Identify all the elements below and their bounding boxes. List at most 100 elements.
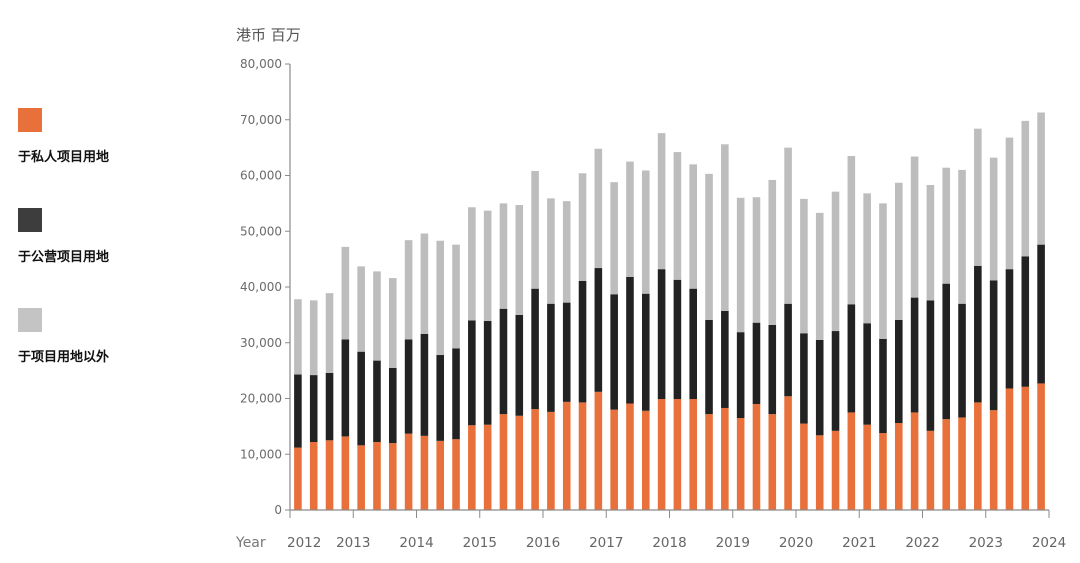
bar-segment-public xyxy=(357,351,365,446)
y-tick-label: 10,000 xyxy=(240,447,282,461)
legend-item-private: 于私人项目用地 xyxy=(18,108,218,208)
bar-segment-private xyxy=(357,445,365,510)
bar-segment-public xyxy=(784,303,792,397)
bar-segment-private xyxy=(958,417,966,510)
bar-segment-public xyxy=(341,339,350,437)
bar-segment-private xyxy=(436,440,445,510)
bar-segment-private xyxy=(468,425,476,510)
bar-segment-outside xyxy=(721,144,729,311)
bar-segment-outside xyxy=(942,167,951,284)
bar-segment-private xyxy=(626,403,634,510)
bar-segment-public xyxy=(815,339,824,436)
bar-segment-outside xyxy=(404,240,413,340)
bar-segment-outside xyxy=(768,179,777,325)
x-tick-label: 2021 xyxy=(842,535,876,551)
bar-segment-public xyxy=(768,324,777,415)
x-axis: 2012 2013 2014 2015 2016 2017 2018 2019 2020 2021… xyxy=(287,509,1066,551)
bar-segment-outside xyxy=(736,197,745,333)
y-tick-label: 30,000 xyxy=(240,336,282,350)
bar-segment-public xyxy=(404,339,413,434)
bar-segment-outside xyxy=(610,182,618,295)
bar-segment-public xyxy=(942,283,951,420)
bar-segment-private xyxy=(768,414,777,510)
bar-segment-private xyxy=(578,402,587,510)
legend-swatch-private xyxy=(18,108,42,132)
bar-segment-public xyxy=(309,375,318,442)
bar-segment-outside xyxy=(515,205,524,315)
legend-item-outside: 于项目用地以外 xyxy=(18,308,218,408)
y-tick-label: 80,000 xyxy=(240,57,282,71)
bar-segment-outside xyxy=(626,161,634,277)
bar-segment-private xyxy=(483,424,492,510)
x-tick-label: 2012 xyxy=(287,535,321,551)
x-tick-label: 2023 xyxy=(969,535,1003,551)
bar-segment-outside xyxy=(657,133,666,270)
bar-segment-outside xyxy=(673,152,682,280)
bar-segment-private xyxy=(942,419,951,510)
bar-segment-private xyxy=(894,423,903,510)
bar-segment-outside xyxy=(974,128,982,266)
legend-item-public: 于公营项目用地 xyxy=(18,208,218,308)
bar-segment-public xyxy=(294,374,302,448)
bar-segment-outside xyxy=(752,197,761,323)
bar-segment-public xyxy=(373,360,381,442)
bar-segment-public xyxy=(610,294,618,410)
bar-segment-private xyxy=(1037,383,1045,510)
bar-segment-outside xyxy=(294,299,302,375)
bar-segment-private xyxy=(815,435,824,510)
bar-segment-outside xyxy=(357,266,365,352)
bar-segment-public xyxy=(894,319,903,424)
bar-segment-outside xyxy=(989,157,998,281)
bar-segment-private xyxy=(388,443,397,510)
x-tick-label: 2018 xyxy=(652,535,686,551)
bar-segment-outside xyxy=(594,148,603,269)
bar-segment-outside xyxy=(547,198,555,304)
bar-segment-outside xyxy=(1005,137,1014,270)
bar-segment-public xyxy=(594,268,603,392)
bar-segment-public xyxy=(958,303,966,418)
bar-segment-private xyxy=(547,411,555,510)
x-tick-label: 2022 xyxy=(905,535,939,551)
bar-segment-outside xyxy=(958,169,966,304)
bar-segment-public xyxy=(452,348,460,440)
bar-segment-outside xyxy=(800,198,808,334)
bar-segment-private xyxy=(657,399,666,510)
y-tick-label: 40,000 xyxy=(240,280,282,294)
y-tick-label: 20,000 xyxy=(240,392,282,406)
bar-segment-public xyxy=(926,300,935,431)
bars-group xyxy=(294,112,1045,510)
bar-segment-public xyxy=(531,288,539,410)
bar-segment-public xyxy=(974,265,982,403)
bar-segment-public xyxy=(483,321,492,425)
legend-label-outside: 于项目用地以外 xyxy=(18,350,110,365)
bar-segment-private xyxy=(610,409,618,510)
bar-segment-private xyxy=(689,399,698,510)
bar-segment-outside xyxy=(578,173,587,281)
bar-segment-outside xyxy=(341,246,350,340)
bar-segment-public xyxy=(468,320,476,426)
bar-segment-private xyxy=(594,391,603,510)
bar-segment-private xyxy=(499,414,508,510)
bar-segment-public xyxy=(736,332,745,419)
x-axis-title: Year xyxy=(235,535,266,551)
bar-segment-public xyxy=(989,280,998,411)
bar-segment-outside xyxy=(468,207,476,321)
bar-segment-outside xyxy=(879,203,887,339)
bar-segment-public xyxy=(1005,269,1014,389)
bar-segment-outside xyxy=(641,170,650,294)
bar-segment-private xyxy=(309,441,318,510)
y-tick-label: 50,000 xyxy=(240,224,282,238)
bar-segment-outside xyxy=(847,155,856,305)
x-tick-label: 2020 xyxy=(779,535,813,551)
bar-segment-private xyxy=(784,396,792,510)
bar-segment-outside xyxy=(499,203,508,309)
bar-segment-outside xyxy=(373,271,381,361)
bar-segment-public xyxy=(515,314,524,416)
y-tick-label: 70,000 xyxy=(240,113,282,127)
bar-segment-public xyxy=(547,303,555,412)
bar-segment-public xyxy=(705,319,713,415)
bar-segment-outside xyxy=(1037,112,1045,245)
bar-segment-outside xyxy=(894,182,903,320)
bar-segment-public xyxy=(910,297,919,413)
x-tick-label: 2013 xyxy=(336,535,370,551)
